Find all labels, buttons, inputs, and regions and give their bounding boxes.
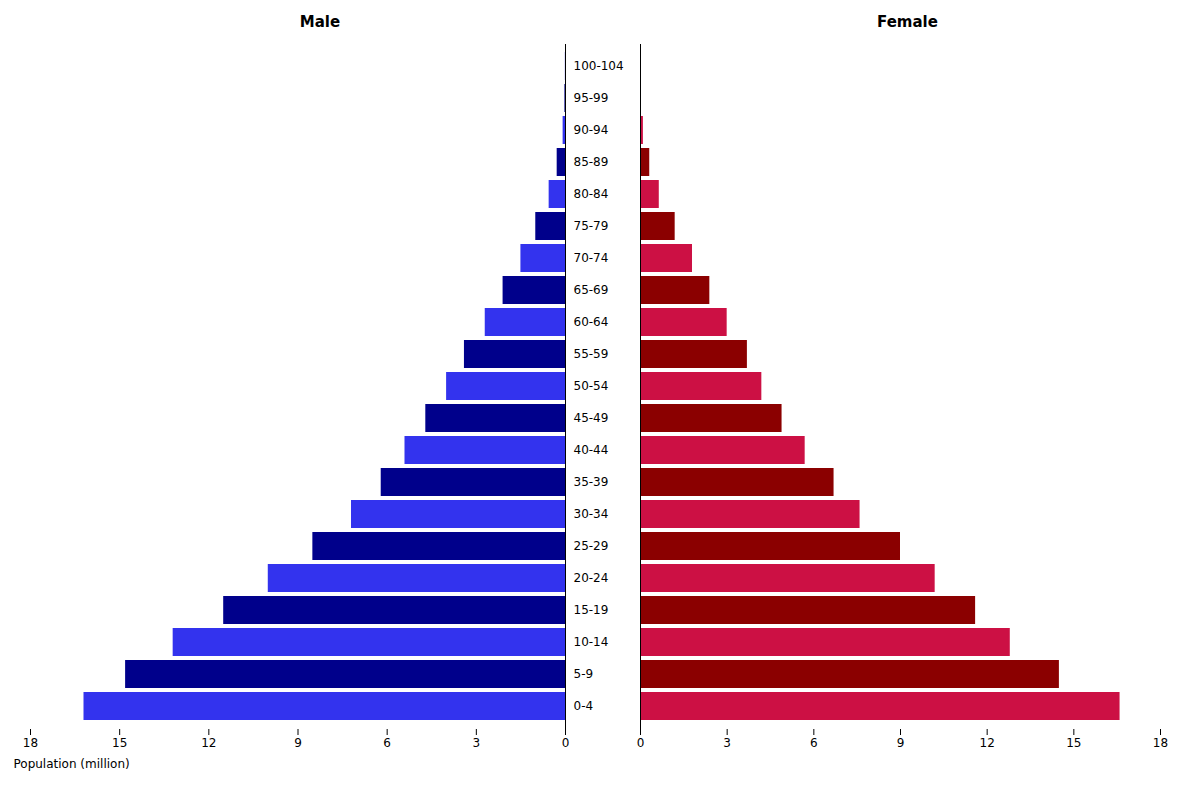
svg-text:100-104: 100-104 (574, 59, 624, 73)
svg-text:10-14: 10-14 (574, 635, 609, 649)
svg-text:35-39: 35-39 (574, 475, 609, 489)
svg-text:12: 12 (201, 736, 216, 750)
html-text:Female: Female (877, 13, 938, 31)
svg-text:0: 0 (637, 736, 645, 750)
svg-text:3: 3 (723, 736, 731, 750)
svg-text:50-54: 50-54 (574, 379, 609, 393)
svg-text:95-99: 95-99 (574, 91, 609, 105)
svg-text:15: 15 (112, 736, 127, 750)
svg-text:85-89: 85-89 (574, 155, 609, 169)
svg-text:15-19: 15-19 (574, 603, 609, 617)
svg-text:55-59: 55-59 (574, 347, 609, 361)
svg-text:70-74: 70-74 (574, 251, 609, 265)
svg-text:60-64: 60-64 (574, 315, 609, 329)
svg-text:20-24: 20-24 (574, 571, 609, 585)
svg-text:40-44: 40-44 (574, 443, 609, 457)
svg-text:6: 6 (810, 736, 818, 750)
svg-text:15: 15 (1066, 736, 1081, 750)
svg-text:18: 18 (1153, 736, 1168, 750)
svg-text:3: 3 (473, 736, 481, 750)
svg-text:30-34: 30-34 (574, 507, 609, 521)
svg-text:75-79: 75-79 (574, 219, 609, 233)
svg-text:0: 0 (562, 736, 570, 750)
svg-text:9: 9 (897, 736, 905, 750)
svg-text:65-69: 65-69 (574, 283, 609, 297)
svg-text:25-29: 25-29 (574, 539, 609, 553)
svg-text:90-94: 90-94 (574, 123, 609, 137)
svg-text:5-9: 5-9 (574, 667, 594, 681)
html-text:Male: Male (299, 13, 341, 31)
svg-text:12: 12 (980, 736, 995, 750)
svg-text:6: 6 (383, 736, 391, 750)
svg-text:Population (million): Population (million) (14, 757, 130, 771)
svg-text:9: 9 (294, 736, 302, 750)
svg-text:80-84: 80-84 (574, 187, 609, 201)
svg-text:18: 18 (23, 736, 38, 750)
svg-text:45-49: 45-49 (574, 411, 609, 425)
svg-text:0-4: 0-4 (574, 699, 594, 713)
